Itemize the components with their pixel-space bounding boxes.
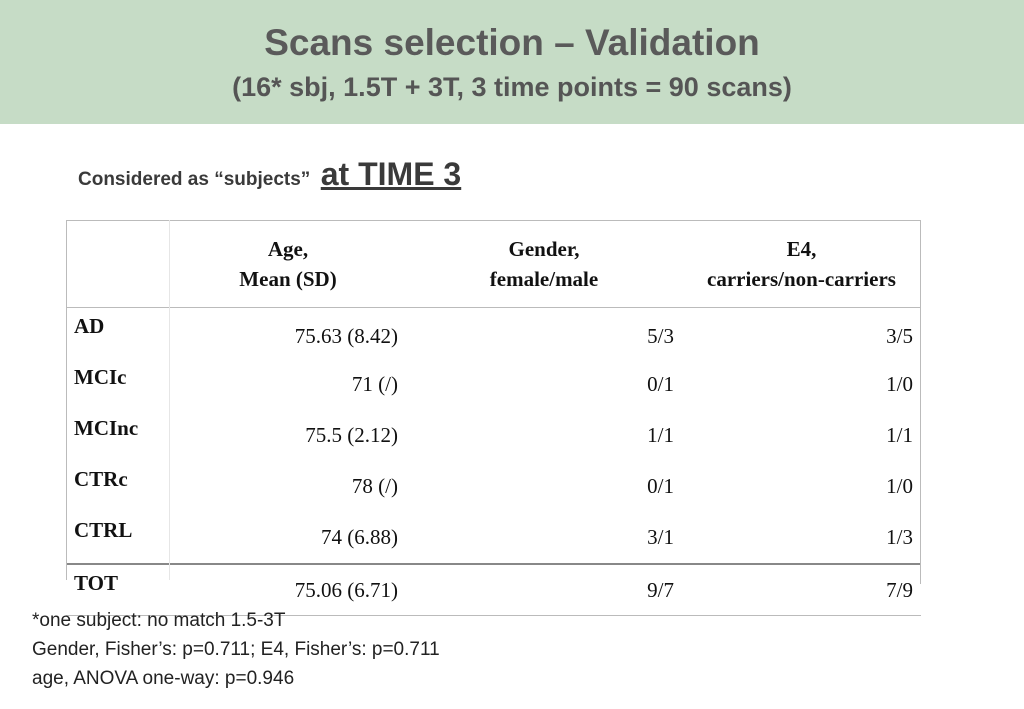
demographics-table: Age, Mean (SD) Gender, female/male E4, c… [66, 220, 921, 616]
header-age-line2: Mean (SD) [239, 267, 337, 291]
row-label: MCInc [74, 416, 139, 440]
slide-title: Scans selection – Validation [264, 22, 760, 63]
title-banner: Scans selection – Validation (16* sbj, 1… [0, 0, 1024, 124]
considered-line: Considered as “subjects” at TIME 3 [78, 156, 461, 193]
header-gender-line2: female/male [489, 267, 599, 291]
row-label: CTRc [74, 467, 128, 491]
age-cell: 75.5 (2.12) [305, 423, 398, 447]
slide-subtitle: (16* sbj, 1.5T + 3T, 3 time points = 90 … [232, 72, 792, 102]
e4-cell: 1/0 [886, 474, 913, 498]
header-gender: Gender, female/male [406, 220, 682, 308]
footnote-line: *one subject: no match 1.5-3T [32, 610, 286, 631]
gender-cell: 3/1 [647, 525, 674, 549]
demographics-table-container: Age, Mean (SD) Gender, female/male E4, c… [66, 220, 921, 616]
header-age: Age, Mean (SD) [170, 220, 406, 308]
header-e4-line2: carriers/non-carriers [707, 267, 896, 291]
e4-cell: 1/0 [886, 372, 913, 396]
row-label: AD [74, 314, 105, 338]
age-cell: 74 (6.88) [321, 525, 398, 549]
time-point-label: at TIME 3 [320, 156, 462, 192]
table-row: AD 75.63 (8.42) 5/3 3/5 [66, 308, 921, 360]
gender-cell: 0/1 [647, 474, 674, 498]
total-row: TOT 75.06 (6.71) 9/7 7/9 [66, 563, 921, 616]
table-header-row: Age, Mean (SD) Gender, female/male E4, c… [66, 220, 921, 308]
table-row: MCIc 71 (/) 0/1 1/0 [66, 359, 921, 410]
row-label: CTRL [74, 518, 133, 542]
header-e4-line1: E4, [786, 237, 817, 261]
age-cell: 71 (/) [351, 372, 398, 396]
e4-cell: 1/1 [886, 423, 913, 447]
footnote-line: Gender, Fisher’s: p=0.711; E4, Fisher’s:… [32, 639, 440, 660]
gender-cell: 5/3 [647, 324, 674, 348]
age-cell: 78 (/) [351, 474, 398, 498]
footnote-line: age, ANOVA one-way: p=0.946 [32, 668, 295, 689]
total-label: TOT [66, 563, 170, 616]
total-gender-cell: 9/7 [406, 563, 682, 616]
row-label: MCIc [74, 365, 127, 389]
total-age-cell: 75.06 (6.71) [170, 563, 406, 616]
header-e4: E4, carriers/non-carriers [682, 220, 921, 308]
age-cell: 75.63 (8.42) [294, 324, 398, 348]
total-e4-cell: 7/9 [682, 563, 921, 616]
table-row: CTRc 78 (/) 0/1 1/0 [66, 461, 921, 512]
e4-cell: 3/5 [886, 324, 913, 348]
footnotes: *one subject: no match 1.5-3T Gender, Fi… [32, 606, 440, 693]
e4-cell: 1/3 [886, 525, 913, 549]
gender-cell: 0/1 [647, 372, 674, 396]
considered-label: Considered as “subjects” [78, 169, 311, 190]
header-empty-cell [66, 220, 170, 308]
header-gender-line1: Gender, [508, 237, 580, 261]
header-age-line1: Age, [267, 237, 309, 261]
table-row: MCInc 75.5 (2.12) 1/1 1/1 [66, 410, 921, 461]
gender-cell: 1/1 [647, 423, 674, 447]
table-row: CTRL 74 (6.88) 3/1 1/3 [66, 512, 921, 564]
